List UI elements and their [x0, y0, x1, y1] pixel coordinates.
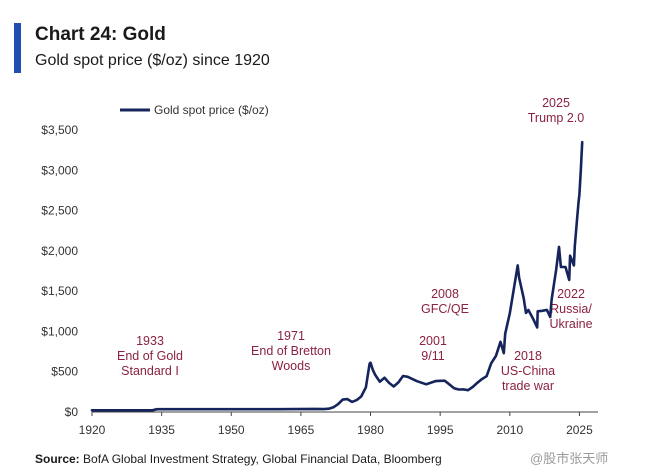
annotation-line: 1933	[136, 334, 164, 348]
annotation-line: End of Gold	[117, 349, 183, 363]
x-tick-label: 1965	[288, 423, 315, 437]
y-tick-label: $2,000	[41, 244, 78, 258]
annotation-2018: 2018 US-China trade war	[501, 349, 555, 393]
series-line-gold-spot-price	[90, 140, 584, 412]
watermark: @股市张天师	[530, 451, 609, 466]
y-tick-label: $3,000	[41, 163, 78, 177]
annotation-line: 1971	[277, 329, 305, 343]
title-accent-bar	[14, 23, 21, 73]
annotation-line: trade war	[502, 379, 554, 393]
x-tick-label: 2010	[496, 423, 523, 437]
annotation-line: 9/11	[421, 349, 444, 363]
annotation-1971: 1971 End of Bretton Woods	[251, 329, 331, 373]
annotation-line: 2018	[514, 349, 542, 363]
y-tick-label: $1,500	[41, 284, 78, 298]
y-axis: $0 $500 $1,000 $1,500 $2,000 $2,500 $3,000 $3,5…	[41, 123, 78, 419]
annotation-2008: 2008 GFC/QE	[421, 287, 469, 316]
x-axis: 1920 1935 1950 1965 1980 1995 2010 2025	[79, 412, 593, 437]
x-tick-label: 1995	[427, 423, 454, 437]
x-tick-label: 2025	[566, 423, 593, 437]
source-text: BofA Global Investment Strategy, Global …	[79, 452, 442, 466]
annotation-line: Standard I	[121, 364, 179, 378]
annotation-line: Russia/	[550, 302, 592, 316]
source-label: Source:	[35, 452, 80, 466]
y-tick-label: $2,500	[41, 204, 78, 218]
x-tick-label: 1935	[148, 423, 175, 437]
y-tick-label: $1,000	[41, 324, 78, 338]
annotation-line: 2022	[557, 287, 585, 301]
source-note: Source: BofA Global Investment Strategy,…	[35, 452, 442, 466]
annotation-line: End of Bretton	[251, 344, 331, 358]
annotation-line: 2008	[431, 287, 459, 301]
x-tick-label: 1920	[79, 423, 106, 437]
chart-title: Chart 24: Gold	[35, 24, 166, 45]
chart-subtitle: Gold spot price ($/oz) since 1920	[35, 52, 270, 69]
annotation-line: US-China	[501, 364, 555, 378]
y-tick-label: $500	[51, 365, 78, 379]
x-tick-label: 1980	[357, 423, 384, 437]
x-tick-label: 1950	[218, 423, 245, 437]
annotation-line: GFC/QE	[421, 302, 469, 316]
annotations: 1933 End of Gold Standard I 1971 End of Bret…	[117, 96, 593, 393]
y-tick-label: $0	[65, 405, 79, 419]
annotation-line: Woods	[272, 359, 311, 373]
legend-entry-gold: Gold spot price ($/oz)	[154, 103, 269, 117]
annotation-2022: 2022 Russia/Ukraine	[549, 287, 592, 331]
annotation-line: Ukraine	[549, 317, 592, 331]
annotation-2025: 2025 Trump 2.0	[528, 96, 585, 125]
legend: Gold spot price ($/oz)	[120, 103, 269, 117]
annotation-2001: 2001 9/11	[419, 334, 447, 363]
annotation-line: Trump 2.0	[528, 111, 585, 125]
y-tick-label: $3,500	[41, 123, 78, 137]
annotation-line: 2025	[542, 96, 570, 110]
annotation-1933: 1933 End of Gold Standard I	[117, 334, 183, 378]
annotation-line: 2001	[419, 334, 447, 348]
